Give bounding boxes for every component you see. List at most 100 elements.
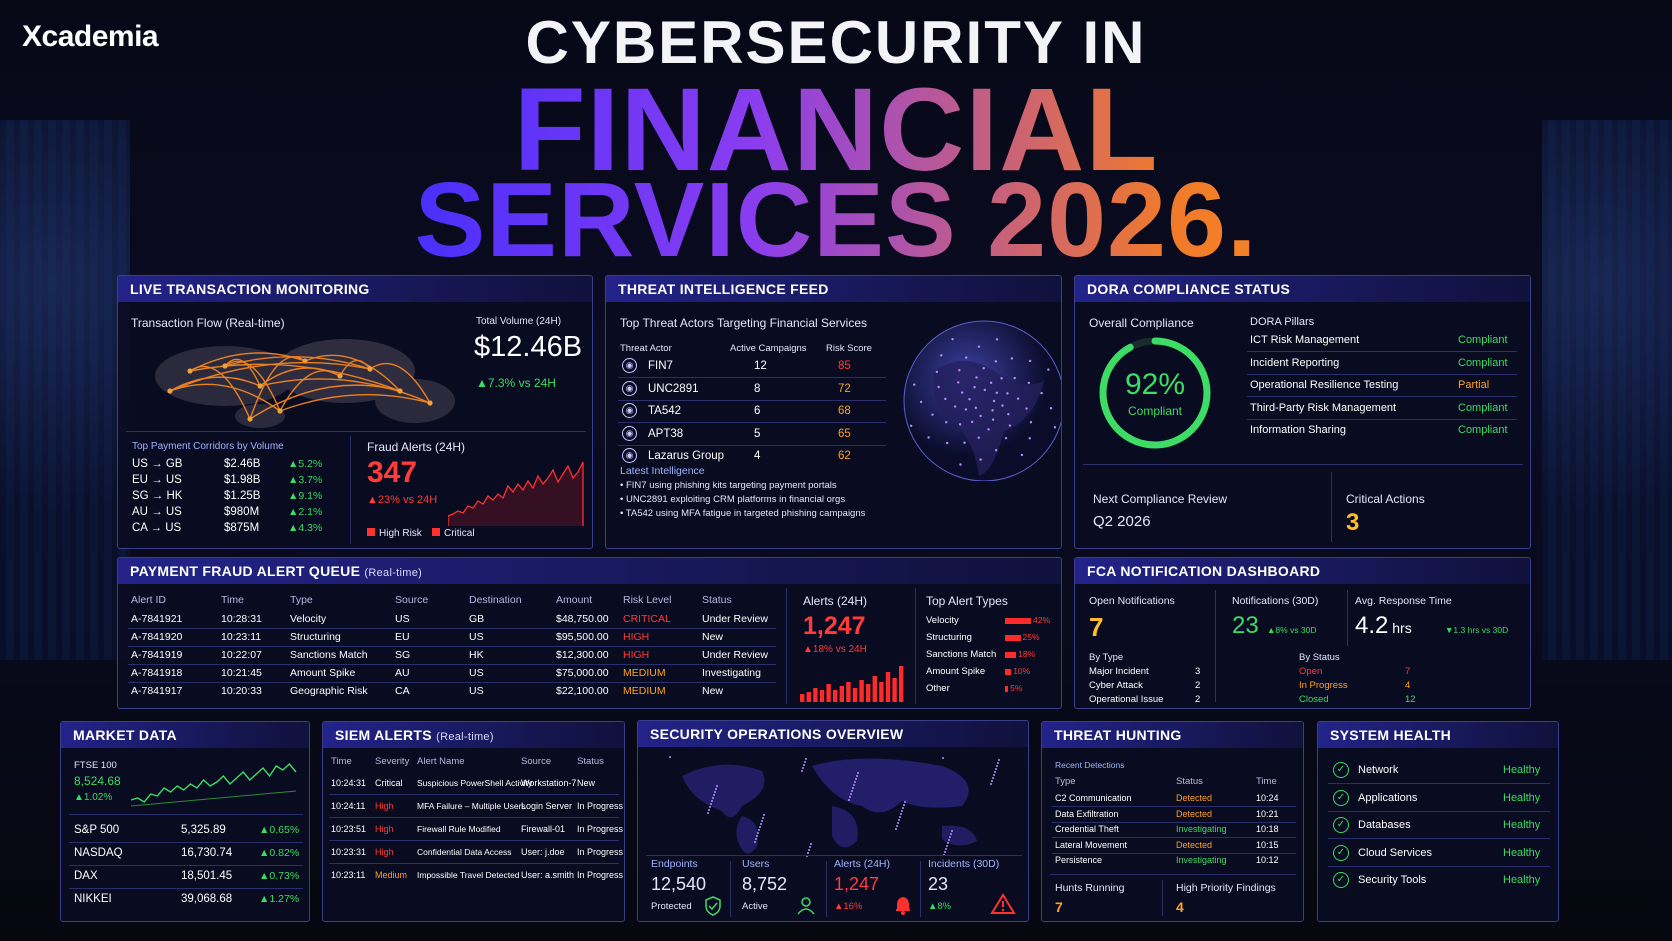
actor-score: 65 (838, 427, 851, 440)
corridor-route: CA → US (132, 522, 182, 534)
market-data-panel: MARKET DATA FTSE 100 8,524.68 ▲1.02% S&P… (60, 721, 310, 922)
system-status: Healthy (1503, 819, 1541, 831)
actor-campaigns: 4 (754, 450, 761, 462)
live-transaction-panel: LIVE TRANSACTION MONITORING Transaction … (117, 275, 593, 549)
user-icon: ◉ (622, 425, 637, 441)
critical-actions-label: Critical Actions (1346, 492, 1425, 506)
pillar-name: Information Sharing (1250, 424, 1346, 436)
table-cell: Sanctions Match (290, 649, 368, 661)
column-header: Source (395, 594, 429, 606)
corridor-change: ▲5.2% (288, 458, 323, 470)
table-cell: Under Review (702, 649, 768, 661)
alerts-24h-label: Alerts (24H) (803, 594, 868, 608)
fca-panel: FCA NOTIFICATION DASHBOARD Open Notifica… (1074, 557, 1531, 709)
alert-bar (800, 694, 805, 702)
open-notifications-value: 7 (1089, 612, 1104, 642)
index-name: NASDAQ (74, 847, 123, 859)
fraud-alerts-sparkline (448, 461, 584, 526)
index-name: NIKKEI (74, 893, 112, 905)
users-sub: Active (742, 901, 768, 912)
column-header: Status (1176, 776, 1203, 787)
system-name: Security Tools (1358, 874, 1427, 886)
notifications-30d-change: ▲8% vs 30D (1267, 625, 1317, 635)
alert-type-bar (1005, 652, 1017, 658)
table-cell: New (702, 685, 724, 697)
table-cell: US (469, 667, 484, 679)
table-cell: Firewall Rule Modified (417, 824, 501, 834)
title-line-2: FINANCIAL (0, 62, 1672, 198)
users-label: Users (742, 858, 770, 870)
threat-subtitle: Top Threat Actors Targeting Financial Se… (620, 316, 868, 330)
table-cell: $22,100.00 (556, 685, 609, 697)
column-header: Severity (375, 756, 410, 767)
total-volume-change: ▲7.3% vs 24H (476, 376, 556, 390)
table-cell: User: a.smith (521, 870, 575, 880)
response-time-value: 4.2 hrs (1355, 612, 1412, 639)
table-cell: 10:28:31 (221, 613, 262, 625)
risk-level: HIGH (623, 649, 650, 661)
corridor-change: ▲3.7% (288, 474, 323, 486)
table-cell: $48,750.00 (556, 613, 609, 625)
table-cell: 10:21:45 (221, 667, 262, 679)
users-value: 8,752 (742, 874, 788, 894)
table-cell: Investigating (702, 667, 761, 679)
flow-label: Transaction Flow (Real-time) (131, 316, 285, 330)
alert-bar (872, 676, 877, 702)
legend-critical: Critical (432, 528, 475, 539)
incidents-label: Incidents (30D) (928, 858, 1000, 870)
actor-campaigns: 8 (754, 382, 761, 395)
high-priority-label: High Priority Findings (1176, 882, 1276, 894)
index-value: 39,068.68 (181, 893, 233, 905)
alert-type-bar (1005, 635, 1021, 641)
table-cell: $12,300.00 (556, 649, 609, 661)
panel-title: SIEM ALERTS (Real-time) (323, 722, 624, 748)
table-cell: GB (469, 613, 485, 625)
table-cell: US (395, 613, 410, 625)
pillar-name: Operational Resilience Testing (1250, 379, 1399, 391)
notifications-30d-value: 23 (1232, 612, 1259, 639)
table-cell: 10:23:11 (221, 631, 262, 643)
check-circle-icon: ✓ (1333, 762, 1349, 778)
corridor-value: $1.25B (224, 490, 261, 502)
corridor-value: $1.98B (224, 474, 261, 486)
threat-intel-panel: THREAT INTELLIGENCE FEED Top Threat Acto… (605, 275, 1062, 549)
panel-title: THREAT HUNTING (1042, 722, 1303, 748)
system-status: Healthy (1503, 874, 1541, 886)
by-type-value: 3 (1195, 666, 1201, 677)
alert-type-percent: 5% (1010, 683, 1023, 693)
system-name: Databases (1358, 819, 1411, 831)
column-header: Status (702, 594, 732, 606)
alert-bar (806, 692, 811, 702)
column-header: Type (290, 594, 313, 606)
table-cell: 10:24:31 (331, 778, 367, 788)
dora-pillars-label: DORA Pillars (1250, 316, 1315, 328)
index-value: 16,730.74 (181, 847, 233, 859)
table-cell: Login Server (521, 801, 573, 811)
table-cell: 10:21 (1256, 808, 1279, 819)
ftse-change: ▲1.02% (74, 792, 113, 803)
table-cell: In Progress (577, 824, 624, 834)
column-header: Time (331, 756, 352, 767)
table-cell: HK (469, 649, 484, 661)
panel-title: SYSTEM HEALTH (1318, 722, 1558, 748)
actor-name: Lazarus Group (648, 450, 725, 462)
table-cell: Data Exfiltration (1055, 808, 1119, 819)
table-cell: 10:12 (1256, 855, 1279, 865)
col-risk-score: Risk Score (826, 343, 872, 354)
table-cell: Geographic Risk (290, 685, 368, 697)
severity: Critical (375, 778, 403, 788)
pillar-status: Compliant (1458, 356, 1508, 369)
severity: High (375, 847, 394, 857)
col-active-campaigns: Active Campaigns (730, 343, 807, 354)
top-alert-types-label: Top Alert Types (926, 594, 1008, 608)
soc-panel: SECURITY OPERATIONS OVERVIEW Endpoints 1… (637, 720, 1029, 922)
legend-high-risk: High Risk (367, 528, 422, 539)
table-cell: Persistence (1055, 855, 1103, 865)
detection-status: Investigating (1176, 855, 1227, 865)
by-status-name: Open (1299, 666, 1323, 677)
cloud-icon: ✓ (1333, 844, 1349, 861)
alert-type-name: Other (926, 683, 950, 694)
table-cell: A-7841919 (131, 649, 183, 661)
user-icon: ◉ (622, 403, 637, 418)
